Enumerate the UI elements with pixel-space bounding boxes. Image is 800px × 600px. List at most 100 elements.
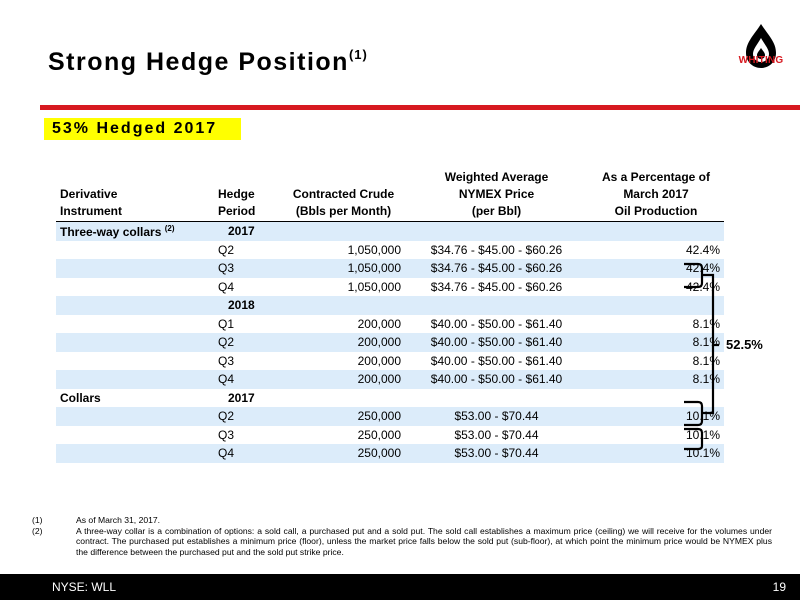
cell-volume bbox=[282, 296, 405, 315]
cell-instrument: Three-way collars (2) bbox=[56, 221, 214, 241]
table-row: Q3 250,000 $53.00 - $70.44 10.1% bbox=[56, 426, 724, 445]
cell-instrument bbox=[56, 315, 214, 334]
header-line: Contracted Crude bbox=[292, 187, 395, 201]
cell-instrument bbox=[56, 296, 214, 315]
table-row: Collars 2017 bbox=[56, 389, 724, 408]
cell-price bbox=[405, 389, 588, 408]
cell-price-text: $53.00 - $70.44 bbox=[454, 427, 539, 442]
header-line: (Bbls per Month) bbox=[295, 204, 392, 218]
cell-pct: 42.4% bbox=[588, 259, 724, 278]
cell-volume-text: 200,000 bbox=[357, 335, 401, 350]
cell-pct-text: 42.4% bbox=[685, 261, 720, 276]
header-line: Instrument bbox=[60, 204, 123, 218]
footnotes: (1) As of March 31, 2017. (2) A three-way c… bbox=[32, 515, 772, 557]
cell-volume: 250,000 bbox=[282, 444, 405, 463]
table-row: 2018 bbox=[56, 296, 724, 315]
cell-period-text: Q3 bbox=[218, 353, 235, 368]
slide-title-text: Strong Hedge Position bbox=[48, 48, 349, 76]
cell-period: Q3 bbox=[214, 426, 282, 445]
cell-pct-text: 10.1% bbox=[685, 446, 720, 461]
cell-instrument bbox=[56, 426, 214, 445]
cell-price bbox=[405, 221, 588, 241]
cell-instrument-text: Collars bbox=[60, 390, 101, 405]
cell-instrument bbox=[56, 407, 214, 426]
header-line: Hedge bbox=[218, 187, 255, 201]
cell-volume: 250,000 bbox=[282, 407, 405, 426]
footnote-text: As of March 31, 2017. bbox=[76, 515, 161, 525]
cell-volume-text: 1,050,000 bbox=[347, 261, 401, 276]
header-line: As a Percentage of bbox=[601, 170, 711, 184]
header-line: March 2017 bbox=[623, 187, 689, 201]
cell-volume: 1,050,000 bbox=[282, 278, 405, 297]
cell-pct-text: 10.1% bbox=[685, 427, 720, 442]
footer-ticker: NYSE: WLL bbox=[52, 580, 117, 594]
hedge-table-body: Three-way collars (2) 2017 Q2 1,050,000 $34.… bbox=[56, 221, 724, 463]
table-row: Q2 250,000 $53.00 - $70.44 10.1% bbox=[56, 407, 724, 426]
bracket-total-label: 52.5% bbox=[726, 337, 763, 352]
footnote-item: (2) A three-way collar is a combination o… bbox=[32, 526, 772, 558]
header-line: NYMEX Price bbox=[458, 187, 535, 201]
cell-period-text: 2018 bbox=[228, 298, 255, 313]
cell-pct-text: 42.4% bbox=[685, 279, 720, 294]
cell-volume: 1,050,000 bbox=[282, 241, 405, 260]
cell-period: Q2 bbox=[214, 333, 282, 352]
cell-price-text: $53.00 - $70.44 bbox=[454, 409, 539, 424]
cell-period: Q4 bbox=[214, 444, 282, 463]
cell-volume-text: 250,000 bbox=[357, 409, 401, 424]
cell-instrument bbox=[56, 278, 214, 297]
cell-period: 2017 bbox=[214, 389, 282, 408]
table-row: Three-way collars (2) 2017 bbox=[56, 221, 724, 241]
cell-period-text: Q4 bbox=[218, 372, 235, 387]
footnote-number: (2) bbox=[32, 525, 43, 536]
table-row: Q4 1,050,000 $34.76 - $45.00 - $60.26 42.4% bbox=[56, 278, 724, 297]
header-line: Derivative bbox=[60, 187, 118, 201]
cell-price: $40.00 - $50.00 - $61.40 bbox=[405, 370, 588, 389]
logo-wordmark: WHITING bbox=[738, 55, 784, 66]
header-price: Weighted Average NYMEX Price (per Bbl) bbox=[405, 169, 588, 222]
cell-price: $34.76 - $45.00 - $60.26 bbox=[405, 278, 588, 297]
page-number: 19 bbox=[772, 580, 786, 594]
cell-volume: 200,000 bbox=[282, 352, 405, 371]
whiting-drop-logo bbox=[746, 24, 776, 68]
cell-pct-text: 8.1% bbox=[692, 335, 720, 350]
cell-volume-text: 250,000 bbox=[357, 427, 401, 442]
cell-pct-text: 42.4% bbox=[685, 242, 720, 257]
footnote-text: A three-way collar is a combination of o… bbox=[76, 525, 772, 557]
cell-price bbox=[405, 296, 588, 315]
cell-volume-text: 200,000 bbox=[357, 316, 401, 331]
cell-volume: 1,050,000 bbox=[282, 259, 405, 278]
cell-instrument bbox=[56, 333, 214, 352]
cell-pct: 10.1% bbox=[588, 426, 724, 445]
cell-pct-text: 8.1% bbox=[692, 353, 720, 368]
cell-price: $40.00 - $50.00 - $61.40 bbox=[405, 333, 588, 352]
cell-instrument bbox=[56, 444, 214, 463]
cell-period: Q2 bbox=[214, 241, 282, 260]
cell-period: 2018 bbox=[214, 296, 282, 315]
cell-period-text: Q1 bbox=[218, 316, 235, 331]
header-period: Hedge Period bbox=[214, 169, 282, 222]
cell-volume-text: 1,050,000 bbox=[347, 242, 401, 257]
cell-period-text: 2017 bbox=[228, 224, 255, 239]
cell-price: $53.00 - $70.44 bbox=[405, 426, 588, 445]
table-row: Q2 200,000 $40.00 - $50.00 - $61.40 8.1% bbox=[56, 333, 724, 352]
cell-period-text: Q2 bbox=[218, 409, 235, 424]
cell-volume-text: 250,000 bbox=[357, 446, 401, 461]
cell-period: 2017 bbox=[214, 221, 282, 241]
cell-price: $40.00 - $50.00 - $61.40 bbox=[405, 315, 588, 334]
header-line: Oil Production bbox=[614, 204, 698, 218]
cell-pct: 8.1% bbox=[588, 352, 724, 371]
header-instrument: Derivative Instrument bbox=[56, 169, 214, 222]
cell-instrument-text: Three-way collars bbox=[60, 224, 162, 239]
cell-price-text: $53.00 - $70.44 bbox=[454, 446, 539, 461]
table-row: Q4 200,000 $40.00 - $50.00 - $61.40 8.1% bbox=[56, 370, 724, 389]
cell-instrument bbox=[56, 259, 214, 278]
cell-instrument: Collars bbox=[56, 389, 214, 408]
header-line: (per Bbl) bbox=[471, 204, 522, 218]
cell-price-text: $40.00 - $50.00 - $61.40 bbox=[430, 353, 563, 368]
cell-price-text: $34.76 - $45.00 - $60.26 bbox=[430, 279, 563, 294]
title-footnote-ref: (1) bbox=[348, 46, 368, 62]
header-line: Weighted Average bbox=[444, 170, 549, 184]
cell-price-text: $40.00 - $50.00 - $61.40 bbox=[430, 372, 563, 387]
cell-volume: 200,000 bbox=[282, 315, 405, 334]
cell-pct: 10.1% bbox=[588, 407, 724, 426]
